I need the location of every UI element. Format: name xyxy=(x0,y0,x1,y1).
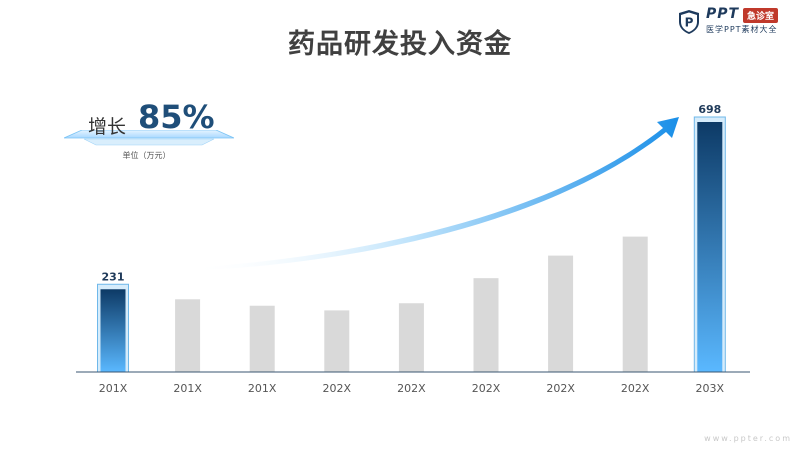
x-tick-label-1: 201X xyxy=(99,382,128,395)
growth-callout: 增长 85% 单位（万元） xyxy=(64,98,234,168)
bar-6 xyxy=(473,278,499,372)
growth-value: 85% xyxy=(138,98,215,136)
unit-label: 单位（万元） xyxy=(122,151,171,160)
x-tick-label-6: 202X xyxy=(472,382,501,395)
brand-logo: P PPT 急诊室 医学PPT素材大全 xyxy=(677,6,795,36)
bar-3 xyxy=(249,305,275,372)
bar-4 xyxy=(324,310,350,372)
bar-1 xyxy=(100,289,126,372)
x-tick-label-9: 203X xyxy=(696,382,725,395)
growth-platform xyxy=(64,130,234,146)
x-tick-label-3: 201X xyxy=(248,382,277,395)
trend-arrow xyxy=(190,117,679,271)
logo-badge: 急诊室 xyxy=(743,8,779,23)
data-label-1: 231 xyxy=(102,270,125,283)
watermark: www.ppter.com xyxy=(704,434,792,443)
bar-2 xyxy=(175,299,201,372)
page-title: 药品研发投入资金 xyxy=(288,29,512,60)
x-tick-label-2: 201X xyxy=(173,382,202,395)
bar-9 xyxy=(697,122,723,372)
growth-label: 增长 xyxy=(88,116,127,138)
x-tick-label-8: 202X xyxy=(621,382,650,395)
x-tick-label-7: 202X xyxy=(546,382,575,395)
data-label-9: 698 xyxy=(698,103,721,116)
bar-8 xyxy=(622,236,648,372)
x-tick-label-5: 202X xyxy=(397,382,426,395)
logo-subtitle: 医学PPT素材大全 xyxy=(706,25,778,34)
bar-7 xyxy=(548,255,574,372)
x-tick-label-4: 202X xyxy=(323,382,352,395)
shield-p-icon: P xyxy=(679,10,699,34)
svg-text:P: P xyxy=(685,16,694,30)
bar-5 xyxy=(398,303,424,372)
logo-brand: PPT xyxy=(706,6,740,22)
